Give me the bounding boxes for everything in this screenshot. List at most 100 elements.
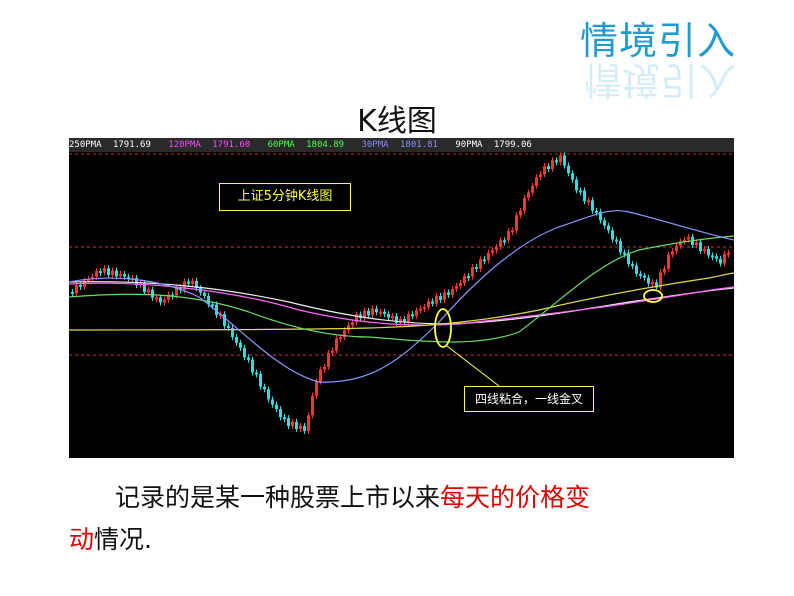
candle-body bbox=[95, 271, 98, 277]
ma-120-value: 1791.60 bbox=[212, 140, 251, 150]
candle-body bbox=[495, 246, 498, 251]
ma-120-label: 120PMA bbox=[168, 140, 201, 150]
candle-body bbox=[143, 283, 146, 293]
candle-body bbox=[643, 275, 646, 278]
candle-body bbox=[279, 409, 282, 418]
candle-body bbox=[211, 304, 214, 307]
candle-body bbox=[203, 292, 206, 296]
candle-body bbox=[371, 308, 374, 316]
candle-body bbox=[343, 330, 346, 338]
candle-body bbox=[699, 242, 702, 252]
candle-body bbox=[319, 369, 322, 382]
candle-body bbox=[483, 259, 486, 262]
candle-body bbox=[187, 281, 190, 284]
candle-body bbox=[407, 314, 410, 323]
candle-body bbox=[587, 200, 590, 203]
candle-body bbox=[351, 322, 354, 326]
candle-body bbox=[499, 240, 502, 247]
ma-90-value: 1799.06 bbox=[493, 140, 532, 150]
candle-body bbox=[719, 258, 722, 264]
candle-body bbox=[87, 278, 90, 281]
candle-body bbox=[603, 220, 606, 226]
candle-body bbox=[395, 316, 398, 323]
chart-inner-title: 上证5分钟K线图 bbox=[219, 183, 351, 211]
candle-body bbox=[451, 288, 454, 295]
ma-line-magenta bbox=[69, 282, 734, 326]
candle-body bbox=[375, 308, 378, 313]
ma-90-label: 90PMA bbox=[455, 140, 483, 150]
candle-body bbox=[263, 386, 266, 390]
candle-body bbox=[523, 197, 526, 211]
ma-legend-30: 30PMA 1801.81 bbox=[361, 140, 449, 150]
candle-body bbox=[75, 284, 78, 294]
candle-body bbox=[283, 417, 286, 420]
candle-body bbox=[467, 276, 470, 279]
ma-legend-90: 90PMA 1799.06 bbox=[455, 140, 537, 150]
candle-body bbox=[539, 174, 542, 178]
ma-250-label: 250PMA bbox=[69, 140, 102, 150]
candle-body bbox=[91, 276, 94, 279]
candle-body bbox=[551, 160, 554, 169]
candle-body bbox=[479, 259, 482, 269]
ma-line-yellow bbox=[69, 272, 734, 331]
candle-body bbox=[463, 276, 466, 283]
candle-body bbox=[335, 338, 338, 351]
candle-body bbox=[291, 421, 294, 427]
candle-body bbox=[239, 342, 242, 348]
candle-body bbox=[147, 289, 150, 293]
candle-body bbox=[391, 316, 394, 319]
candle-body bbox=[571, 173, 574, 180]
candle-body bbox=[123, 274, 126, 277]
candle-body bbox=[595, 210, 598, 213]
candle-body bbox=[459, 282, 462, 287]
candle-body bbox=[155, 297, 158, 300]
candle-body bbox=[659, 272, 662, 288]
ma-60-label: 60PMA bbox=[267, 140, 295, 150]
candle-body bbox=[115, 270, 118, 277]
candle-body bbox=[355, 314, 358, 323]
ma-60-value: 1804.89 bbox=[306, 140, 345, 150]
ma-legend-250: 250PMA 1791.69 bbox=[69, 140, 162, 150]
candle-body bbox=[447, 292, 450, 295]
candle-body bbox=[431, 301, 434, 304]
ma-250-value: 1791.69 bbox=[112, 140, 151, 150]
candle-body bbox=[311, 395, 314, 416]
crossover-ellipse bbox=[434, 308, 452, 348]
candle-body bbox=[563, 155, 566, 166]
candle-body bbox=[339, 337, 342, 340]
candle-body bbox=[559, 155, 562, 163]
candle-body bbox=[527, 192, 530, 198]
candle-body bbox=[411, 314, 414, 317]
candle-body bbox=[295, 421, 298, 430]
candle-body bbox=[79, 284, 82, 287]
annotation-pointer bbox=[446, 345, 500, 387]
candle-body bbox=[119, 274, 122, 277]
candle-body bbox=[331, 350, 334, 354]
candle-body bbox=[427, 301, 430, 308]
description-line-2: 动情况. bbox=[69, 520, 152, 560]
candle-group bbox=[71, 152, 730, 434]
candle-body bbox=[515, 215, 518, 231]
candle-body bbox=[299, 425, 302, 430]
candle-body bbox=[611, 230, 614, 240]
description-line-1: 记录的是某一种股票上市以来每天的价格变 bbox=[115, 478, 755, 518]
candle-body bbox=[579, 190, 582, 193]
ma-30-label: 30PMA bbox=[361, 140, 389, 150]
candle-body bbox=[287, 418, 290, 427]
candle-body bbox=[207, 295, 210, 305]
ma-legend-bar: 250PMA 1791.69 120PMA 1791.60 60PMA 1804… bbox=[69, 138, 734, 152]
candle-body bbox=[443, 292, 446, 300]
candle-body bbox=[599, 211, 602, 221]
candle-body bbox=[275, 404, 278, 410]
candle-body bbox=[671, 251, 674, 255]
candle-body bbox=[167, 294, 170, 300]
candle-body bbox=[231, 327, 234, 338]
candle-body bbox=[267, 389, 270, 400]
candle-body bbox=[215, 304, 218, 316]
candle-body bbox=[627, 252, 630, 265]
chart-title: K线图 bbox=[357, 104, 437, 139]
candle-body bbox=[363, 310, 366, 319]
candle-body bbox=[111, 270, 114, 276]
candle-body bbox=[475, 267, 478, 270]
description-highlight-2: 动 bbox=[69, 525, 95, 554]
